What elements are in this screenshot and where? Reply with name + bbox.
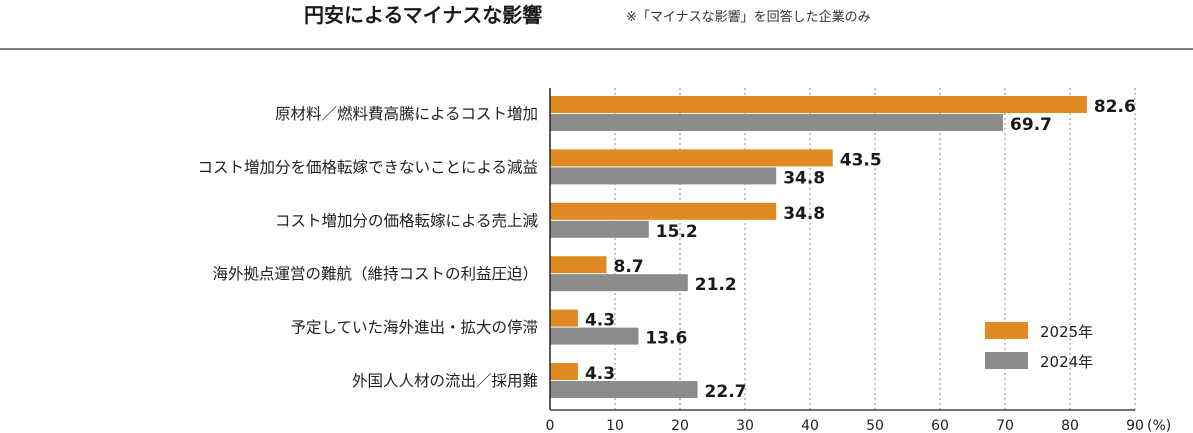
- x-tick-label: 70: [996, 418, 1014, 433]
- legend-label: 2025年: [1040, 323, 1093, 341]
- bar: [550, 114, 1004, 131]
- x-tick-label: 80: [1061, 418, 1079, 433]
- x-tick-label: 90: [1126, 418, 1144, 433]
- bar: [550, 149, 833, 167]
- category-label: 原材料／燃料費高騰によるコスト増加: [275, 105, 538, 123]
- x-axis-unit: (%): [1147, 418, 1171, 433]
- bar: [550, 381, 698, 398]
- value-label: 34.8: [783, 168, 825, 188]
- x-tick-label: 10: [606, 418, 624, 433]
- category-labels: 原材料／燃料費高騰によるコスト増加コスト増加分を価格転嫁できないことによる減益コ…: [197, 105, 538, 390]
- bar: [550, 96, 1087, 113]
- value-label: 82.6: [1094, 97, 1136, 117]
- category-label: 予定していた海外進出・拡大の停滞: [290, 319, 538, 337]
- chart-header: 円安によるマイナスな影響 ※「マイナスな影響」を回答した企業のみ: [0, 3, 1193, 50]
- value-label: 4.3: [585, 364, 615, 384]
- legend: 2025年 2024年: [985, 322, 1093, 371]
- x-axis: 0 10 20 30 40 50 60 70 80 90 (%): [546, 88, 1171, 433]
- category-label: 海外拠点運営の難航（維持コストの利益圧迫）: [212, 265, 538, 283]
- legend-swatch: [985, 352, 1028, 369]
- value-label: 34.8: [783, 204, 825, 224]
- value-label: 22.7: [705, 382, 747, 402]
- x-tick-label: 30: [736, 418, 754, 433]
- bar: [550, 363, 578, 380]
- bar: [550, 202, 777, 220]
- bar: [550, 327, 639, 345]
- legend-label: 2024年: [1040, 353, 1093, 371]
- chart-note: ※「マイナスな影響」を回答した企業のみ: [626, 9, 871, 25]
- category-label: コスト増加分の価格転嫁による売上減: [275, 212, 539, 230]
- grid-lines: [614, 88, 1136, 410]
- x-tick-label: 60: [931, 418, 949, 433]
- value-label: 43.5: [840, 150, 882, 170]
- x-tick-label: 40: [801, 418, 819, 433]
- category-label: 外国人人材の流出／採用難: [352, 372, 538, 390]
- x-tick-label: 0: [546, 418, 555, 433]
- value-label: 21.2: [695, 275, 737, 295]
- legend-swatch: [985, 322, 1028, 339]
- category-label: コスト増加分を価格転嫁できないことによる減益: [197, 158, 538, 176]
- value-label: 13.6: [645, 329, 687, 349]
- value-label: 8.7: [614, 257, 644, 277]
- value-labels: 82.6 69.7 43.5 34.8 34.8 15.2 8.7 21.2 4.3 13.6 4.…: [585, 97, 1136, 402]
- bar: [550, 220, 649, 238]
- value-label: 15.2: [656, 222, 698, 242]
- bar: [550, 167, 777, 185]
- x-tick-label: 50: [866, 418, 884, 433]
- bar: [550, 309, 578, 327]
- bar: [550, 256, 607, 274]
- value-label: 69.7: [1010, 115, 1052, 135]
- bars: [550, 96, 1087, 398]
- value-label: 4.3: [585, 311, 615, 331]
- chart-title: 円安によるマイナスな影響: [304, 3, 542, 27]
- x-tick-label: 20: [671, 418, 689, 433]
- bar: [550, 274, 688, 292]
